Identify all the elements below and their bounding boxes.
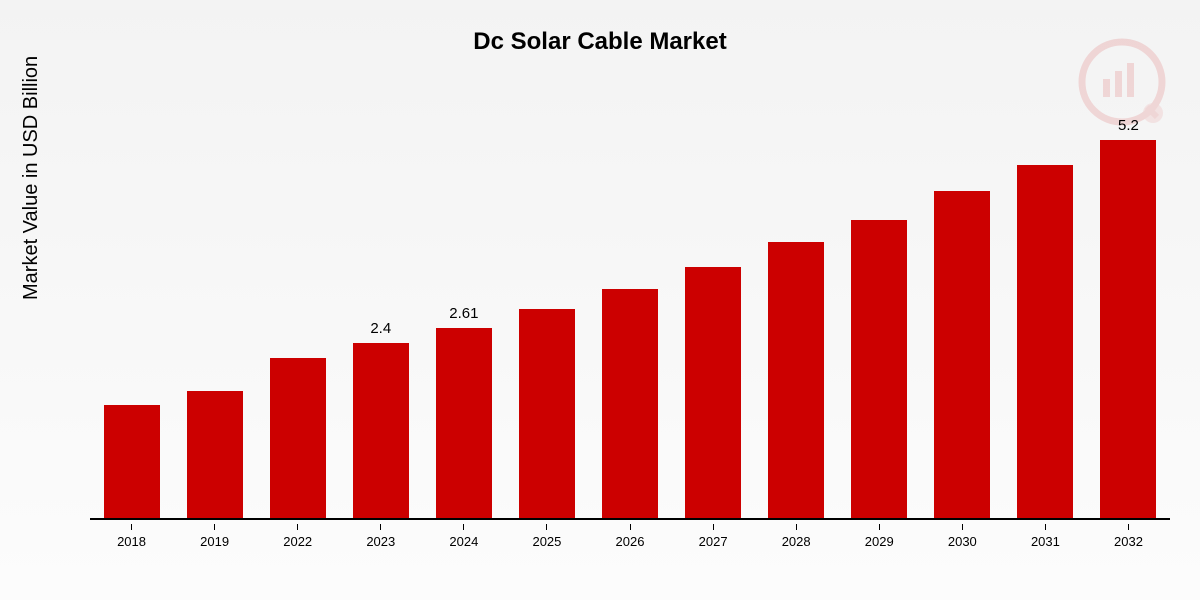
x-axis: 2018201920222023202420252026202720282029… (90, 524, 1170, 549)
bar (1100, 140, 1156, 518)
bar-column: 5.2 (1087, 118, 1170, 518)
x-tick-label: 2029 (838, 534, 921, 549)
x-tick-mark (380, 524, 381, 530)
x-tick-label: 2032 (1087, 534, 1170, 549)
bar (436, 328, 492, 518)
x-tick-mark (463, 524, 464, 530)
chart-area: 2.42.615.2 20182019202220232024202520262… (90, 120, 1170, 520)
x-tick-mark (1045, 524, 1046, 530)
x-tick-label: 2025 (505, 534, 588, 549)
bar-column (921, 118, 1004, 518)
bar (685, 267, 741, 518)
bar-column (256, 118, 339, 518)
bar (602, 289, 658, 518)
x-tick-mark (796, 524, 797, 530)
bar-column (1004, 118, 1087, 518)
bar-column (838, 118, 921, 518)
x-tick-label: 2023 (339, 534, 422, 549)
x-tick-label: 2028 (755, 534, 838, 549)
x-tick-item: 2030 (921, 524, 1004, 549)
bar-column (672, 118, 755, 518)
x-tick-mark (879, 524, 880, 530)
bar-column: 2.4 (339, 118, 422, 518)
bar (187, 391, 243, 518)
y-axis-label: Market Value in USD Billion (20, 56, 43, 300)
bar-column: 2.61 (422, 118, 505, 518)
x-tick-item: 2018 (90, 524, 173, 549)
x-tick-mark (214, 524, 215, 530)
bar-column (173, 118, 256, 518)
bar (1017, 165, 1073, 518)
x-tick-item: 2023 (339, 524, 422, 549)
x-tick-mark (1128, 524, 1129, 530)
x-tick-label: 2026 (588, 534, 671, 549)
bar-value-label: 5.2 (1087, 117, 1170, 134)
x-tick-mark (297, 524, 298, 530)
bar (851, 220, 907, 518)
x-tick-mark (630, 524, 631, 530)
x-tick-item: 2026 (588, 524, 671, 549)
x-tick-item: 2027 (672, 524, 755, 549)
bar-value-label: 2.4 (339, 320, 422, 337)
bar-column (755, 118, 838, 518)
x-tick-mark (131, 524, 132, 530)
bar (353, 343, 409, 518)
bar (519, 309, 575, 518)
x-tick-mark (546, 524, 547, 530)
bar (270, 358, 326, 518)
x-tick-label: 2024 (422, 534, 505, 549)
x-tick-item: 2019 (173, 524, 256, 549)
bar-column (90, 118, 173, 518)
chart-title: Dc Solar Cable Market (0, 0, 1200, 56)
bar (104, 405, 160, 518)
x-tick-item: 2022 (256, 524, 339, 549)
x-tick-label: 2018 (90, 534, 173, 549)
x-tick-label: 2031 (1004, 534, 1087, 549)
bar-column (505, 118, 588, 518)
bars-container: 2.42.61 5.2 (90, 120, 1170, 520)
x-tick-item: 2029 (838, 524, 921, 549)
x-tick-item: 2032 (1087, 524, 1170, 549)
x-tick-item: 2025 (505, 524, 588, 549)
x-tick-label: 2030 (921, 534, 1004, 549)
bar-column (588, 118, 671, 518)
bar-value-label: 2.61 (422, 305, 505, 322)
bar (768, 242, 824, 518)
x-tick-label: 2022 (256, 534, 339, 549)
x-tick-label: 2027 (672, 534, 755, 549)
bar (934, 191, 990, 518)
x-tick-label: 2019 (173, 534, 256, 549)
x-tick-item: 2031 (1004, 524, 1087, 549)
x-tick-mark (962, 524, 963, 530)
x-tick-item: 2028 (755, 524, 838, 549)
x-tick-item: 2024 (422, 524, 505, 549)
x-tick-mark (713, 524, 714, 530)
